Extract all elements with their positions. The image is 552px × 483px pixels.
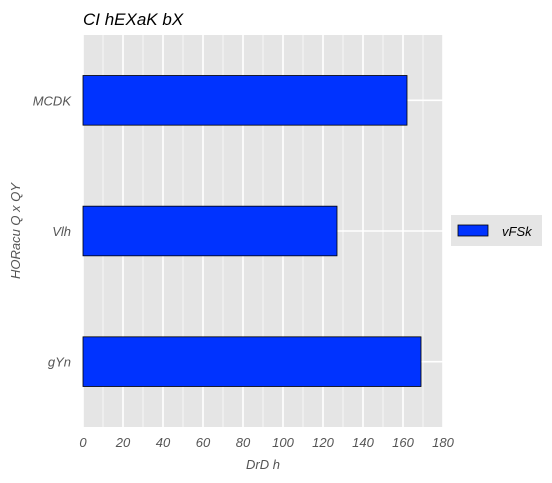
- y-tick-labels: MCDK Vlh gYn: [33, 93, 73, 369]
- y-axis-title: HORacu Q x QY: [8, 182, 23, 279]
- x-tick-labels: 0 20 40 60 80 100 120 140 160 180: [79, 435, 454, 450]
- bar-gYn: [82, 336, 422, 387]
- x-tick-label: 80: [236, 435, 251, 450]
- x-tick-label: 100: [272, 435, 294, 450]
- y-tick-label: Vlh: [52, 224, 71, 239]
- y-tick-label: gYn: [48, 355, 71, 370]
- bar-Vlh: [82, 205, 338, 257]
- chart-title: CI hEXaK bX: [83, 10, 184, 29]
- x-tick-label: 0: [79, 435, 87, 450]
- x-tick-label: 60: [196, 435, 211, 450]
- y-tick-label: MCDK: [33, 93, 73, 108]
- x-tick-label: 180: [432, 435, 454, 450]
- x-tick-label: 140: [352, 435, 374, 450]
- x-tick-label: 20: [115, 435, 131, 450]
- x-tick-label: 120: [312, 435, 334, 450]
- bars: [82, 75, 422, 387]
- legend: vFSk: [451, 215, 542, 246]
- bar-MCDK: [82, 75, 408, 126]
- x-tick-label: 40: [156, 435, 171, 450]
- legend-swatch: [457, 224, 489, 237]
- x-axis-title: DrD h: [246, 457, 280, 472]
- legend-label: vFSk: [502, 224, 533, 239]
- x-tick-label: 160: [392, 435, 414, 450]
